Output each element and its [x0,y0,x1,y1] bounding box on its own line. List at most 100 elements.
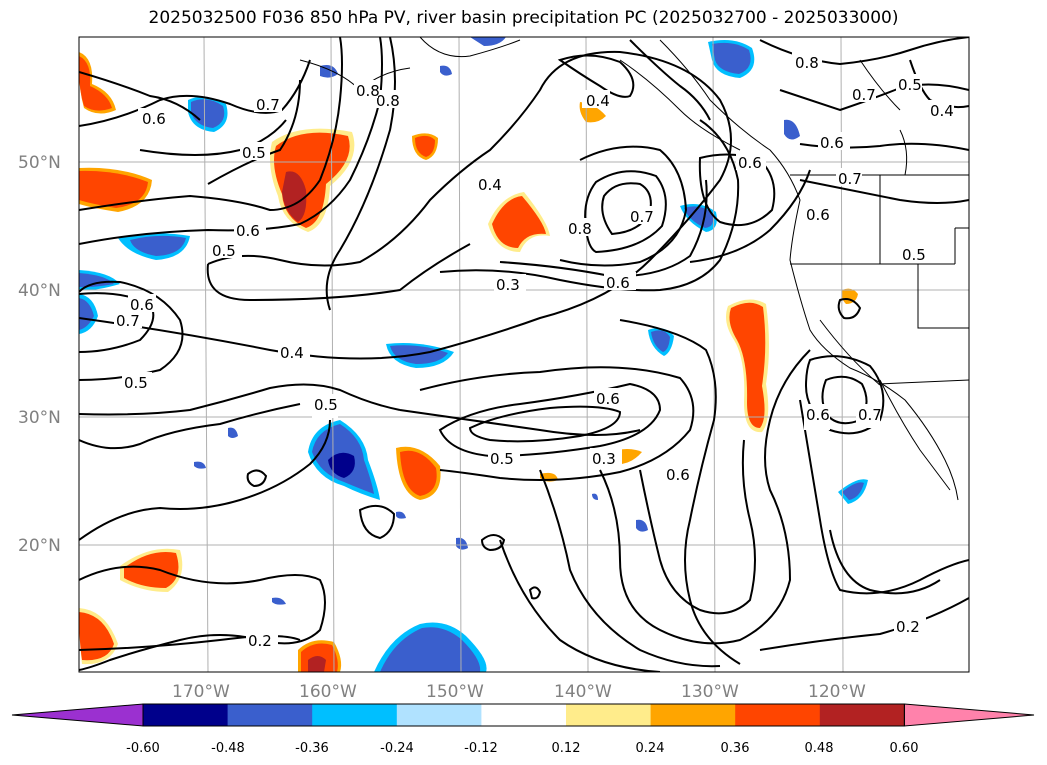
colorbar-tick-label: 0.60 [890,741,919,756]
colorbar [11,703,1035,727]
longitude-labels: 170°W 160°W 150°W 140°W 130°W 120°W [172,682,866,702]
contour-label: 0.7 [852,86,876,104]
contour-label: 0.8 [356,82,380,100]
contour-label: 0.6 [820,134,844,152]
precip-blob [130,235,186,256]
contour-label: 0.6 [806,406,830,424]
contour-label: 0.5 [490,450,514,468]
contour-label: 0.8 [376,92,400,110]
colorbar-tick-label: -0.12 [464,741,498,756]
precip-blob [651,330,670,352]
precip-blob [841,288,858,304]
precip-blob [79,273,114,288]
contour-label: 0.2 [248,632,272,650]
lat-label: 50°N [18,153,61,173]
coastlines [299,37,969,501]
precip-blob [191,99,225,128]
precip-blob [492,196,546,248]
contour-labels: 0.6 0.7 0.8 0.8 0.4 0.8 0.5 0.7 0.5 0.4 … [114,52,954,650]
contour-label: 0.7 [858,406,882,424]
precip-blob [470,37,506,46]
contour-label: 0.6 [806,206,830,224]
precip-blob [396,511,406,519]
precip-blob [79,170,148,208]
precip-blob [380,627,481,672]
colorbar-tick-label: 0.24 [636,741,665,756]
contour-label: 0.6 [666,466,690,484]
contour-label: 0.5 [124,374,148,392]
contour-label: 0.4 [930,102,954,120]
precip-blob [400,450,437,496]
precip-blob [272,597,286,605]
contour-label: 0.6 [142,110,166,128]
precip-blob [592,493,598,500]
colorbar-tick-label: -0.60 [126,741,160,756]
contour-label: 0.8 [568,220,592,238]
precip-blob [842,482,864,500]
colorbar-tick-label: 0.48 [805,741,834,756]
map-title: 2025032500 F036 850 hPa PV, river basin … [148,8,899,28]
contour-label: 0.6 [738,154,762,172]
colorbar-tick-label: -0.48 [211,741,245,756]
contour-label: 0.7 [116,312,140,330]
colorbar-extend-low [11,703,144,727]
colorbar-segment [735,704,821,726]
precip-blob [228,427,238,438]
precip-blob [79,56,112,111]
colorbar-tick-label: 0.36 [721,741,750,756]
colorbar-extend-high [903,703,1035,727]
contour-label: 0.7 [256,96,280,114]
contour-label: 0.7 [630,208,654,226]
precip-blob [328,452,355,478]
precip-blob [124,552,179,588]
contour-label: 0.5 [898,76,922,94]
precip-blob [712,42,751,74]
contour-label: 0.5 [212,242,236,260]
precip-blob [194,461,206,469]
lon-label: 170°W [172,682,230,702]
contour-label: 0.6 [596,390,620,408]
colorbar-segment [312,704,398,726]
lon-label: 150°W [426,682,484,702]
contour-label: 0.7 [838,170,862,188]
colorbar-outline [142,703,905,727]
contour-label: 0.8 [795,54,819,72]
lon-label: 120°W [808,682,866,702]
contour-label: 0.3 [592,450,616,468]
contour-label: 0.5 [242,144,266,162]
precip-blob [308,656,326,672]
precip-blob [784,119,800,140]
contour-label: 0.4 [586,92,610,110]
precipitation-fills [79,37,868,672]
colorbar-segment [481,704,567,726]
contour-label: 0.6 [606,274,630,292]
pv-contours [79,37,969,672]
contour-label: 0.4 [478,176,502,194]
precip-blob [440,65,452,76]
contour-label: 0.4 [280,344,304,362]
precip-blob [729,302,766,428]
lat-label: 30°N [18,408,61,428]
colorbar-tick-label: 0.12 [552,741,581,756]
precip-blob [282,171,307,222]
colorbar-segment [143,704,229,726]
map-frame [78,36,970,673]
contour-label: 0.3 [496,276,520,294]
precip-blob [456,537,468,550]
contour-label: 0.2 [896,618,920,636]
colorbar-segment [819,704,905,726]
precip-blob [636,519,648,532]
colorbar-segment [650,704,736,726]
precip-blob [79,298,94,330]
lon-label: 140°W [554,682,612,702]
colorbar-tick-label: -0.36 [295,741,329,756]
contour-label: 0.6 [130,296,154,314]
colorbar-tick-label: -0.24 [380,741,414,756]
colorbar-segment [566,704,652,726]
contour-label: 0.5 [902,246,926,264]
contour-label: 0.5 [314,396,338,414]
lon-label: 160°W [299,682,357,702]
contour-label: 0.6 [236,222,260,240]
lat-label: 20°N [18,536,61,556]
precip-blob [415,135,435,157]
